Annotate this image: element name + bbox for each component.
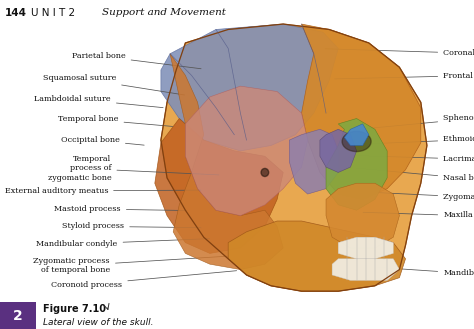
- Text: Temporal bone: Temporal bone: [58, 115, 173, 126]
- Text: Sphenoid bone: Sphenoid bone: [344, 114, 474, 131]
- Text: Coronal suture: Coronal suture: [325, 49, 474, 57]
- Ellipse shape: [342, 131, 371, 152]
- Text: Mandible: Mandible: [377, 267, 474, 277]
- Text: Occipital bone: Occipital bone: [61, 136, 144, 145]
- Text: Styloid process: Styloid process: [62, 222, 201, 230]
- Text: Support and Movement: Support and Movement: [102, 8, 226, 17]
- Text: Temporal
process of
zygomatic bone: Temporal process of zygomatic bone: [48, 155, 219, 182]
- Polygon shape: [326, 118, 387, 210]
- Text: Squamosal suture: Squamosal suture: [43, 74, 184, 95]
- Text: Maxilla: Maxilla: [363, 212, 473, 219]
- Polygon shape: [289, 129, 338, 194]
- Polygon shape: [228, 221, 405, 291]
- Text: Nasal bone: Nasal bone: [356, 168, 474, 182]
- Text: Figure 7.10: Figure 7.10: [43, 304, 106, 314]
- Text: Parietal bone: Parietal bone: [72, 52, 201, 69]
- Text: Mastoid process: Mastoid process: [55, 205, 187, 213]
- Text: Coronoid process: Coronoid process: [51, 271, 237, 289]
- Polygon shape: [185, 86, 308, 215]
- Text: Frontal bone: Frontal bone: [335, 72, 474, 80]
- Polygon shape: [332, 259, 400, 280]
- Polygon shape: [344, 124, 369, 145]
- Polygon shape: [301, 24, 421, 199]
- Text: Lateral view of the skull.: Lateral view of the skull.: [43, 318, 153, 327]
- FancyBboxPatch shape: [0, 302, 36, 329]
- Text: Zygomatic process
of temporal bone: Zygomatic process of temporal bone: [34, 256, 228, 274]
- Text: Ethmoid bone: Ethmoid bone: [349, 136, 474, 145]
- Ellipse shape: [261, 168, 269, 176]
- Text: 2: 2: [13, 309, 22, 323]
- Text: External auditory meatus: External auditory meatus: [5, 187, 201, 195]
- Polygon shape: [155, 118, 283, 253]
- Polygon shape: [161, 24, 338, 151]
- Text: 144: 144: [5, 8, 27, 18]
- Polygon shape: [326, 183, 400, 248]
- Text: Zygomatic bone: Zygomatic bone: [357, 191, 474, 201]
- Text: Lambdoidal suture: Lambdoidal suture: [34, 95, 163, 108]
- Text: Mandibular condyle: Mandibular condyle: [36, 239, 210, 248]
- Text: U N I T 2: U N I T 2: [31, 8, 75, 18]
- Polygon shape: [170, 54, 283, 269]
- Text: Lacrimal bone: Lacrimal bone: [349, 155, 474, 163]
- Polygon shape: [320, 129, 356, 172]
- Polygon shape: [338, 237, 393, 259]
- Polygon shape: [161, 24, 427, 291]
